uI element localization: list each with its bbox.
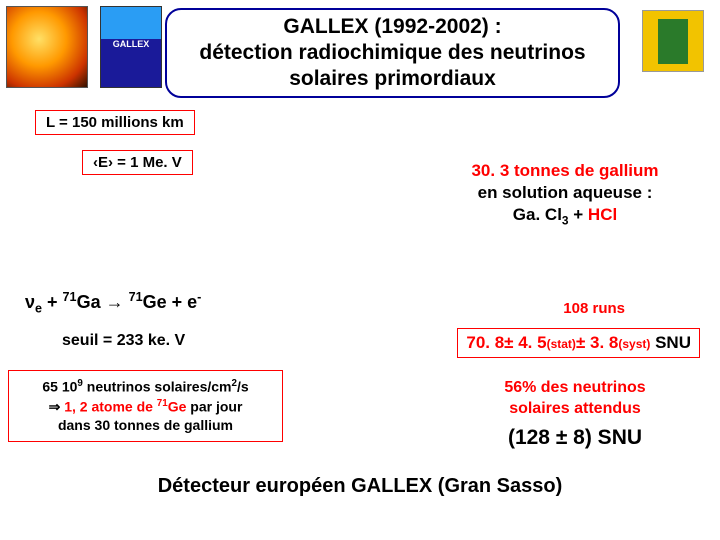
gallium-line1: 30. 3 tonnes de gallium [471, 161, 658, 180]
energy-box: ‹E› = 1 Me. V [82, 150, 193, 175]
runs-count: 108 runs [563, 300, 625, 317]
snu-pm2: ± 3. 8 [576, 333, 618, 352]
snu-pm1: ± 4. 5 [504, 333, 546, 352]
seuil-text: seuil = 233 ke. V [62, 332, 185, 349]
e-sup: - [197, 290, 201, 304]
ga-sup: 71 [63, 290, 77, 304]
flux-2c: Ge [168, 398, 187, 414]
runs-text: 108 runs [563, 300, 625, 317]
gallium-line2: en solution aqueuse : [478, 183, 653, 202]
reaction-equation: νe + 71Ga → 71Ge + e- [25, 290, 201, 316]
arrow: → [101, 292, 129, 312]
title-span: GALLEX (1992-2002) : détection radiochim… [199, 15, 585, 91]
distance-text: L = 150 millions km [46, 114, 184, 131]
sun-image [6, 6, 88, 88]
threshold: seuil = 233 ke. V [62, 332, 185, 350]
flux-2d: par jour [186, 398, 242, 414]
nu: ν [25, 292, 35, 312]
gallex-logo-label: GALLEX [101, 39, 161, 49]
footer-caption: Détecteur européen GALLEX (Gran Sasso) [0, 475, 720, 498]
right-logo-inner [658, 19, 688, 64]
gallex-logo: GALLEX [100, 6, 162, 88]
r-plus1: + [42, 292, 63, 312]
right-logo [642, 10, 704, 72]
flux-3: dans 30 tonnes de gallium [58, 417, 233, 433]
expected-l1: 56% des neutrinos [504, 379, 645, 396]
flux-box: 65 109 neutrinos solaires/cm2/s ⇒ 1, 2 a… [8, 370, 283, 442]
ge-sup: 71 [129, 290, 143, 304]
nu-sub: e [35, 302, 42, 316]
snu-syst: (syst) [618, 337, 650, 351]
footer-text: Détecteur européen GALLEX (Gran Sasso) [158, 475, 563, 497]
ga: Ga [77, 292, 101, 312]
gallium-formula1: Ga. Cl [513, 205, 562, 224]
flux-2b: 1, 2 atome de [64, 398, 157, 414]
snu-unit: SNU [650, 333, 691, 352]
title-box: GALLEX (1992-2002) : détection radiochim… [165, 8, 620, 98]
snu-main: 70. 8 [466, 333, 504, 352]
expected-l2: solaires attendus [509, 400, 641, 417]
flux-1b: neutrinos solaires/cm [83, 379, 232, 395]
title-text: GALLEX (1992-2002) : détection radiochim… [177, 14, 608, 93]
flux-2a: ⇒ [49, 398, 65, 414]
flux-1a: 65 10 [42, 379, 77, 395]
gallium-sub: 3 [562, 214, 569, 228]
gallium-hcl: HCl [588, 205, 617, 224]
energy-text: ‹E› = 1 Me. V [93, 154, 182, 171]
snu-stat: (stat) [547, 337, 576, 351]
gallium-desc: 30. 3 tonnes de gallium en solution aque… [440, 160, 690, 229]
flux-2c-sup: 71 [157, 398, 168, 409]
expected-block: 56% des neutrinos solaires attendus (128… [470, 378, 680, 451]
distance-box: L = 150 millions km [35, 110, 195, 135]
snu-result-box: 70. 8± 4. 5(stat)± 3. 8(syst) SNU [457, 328, 700, 358]
expected-snu: (128 ± 8) SNU [470, 424, 680, 451]
flux-1c: /s [237, 379, 249, 395]
ge: Ge + e [143, 292, 198, 312]
gallium-plus: + [569, 205, 588, 224]
